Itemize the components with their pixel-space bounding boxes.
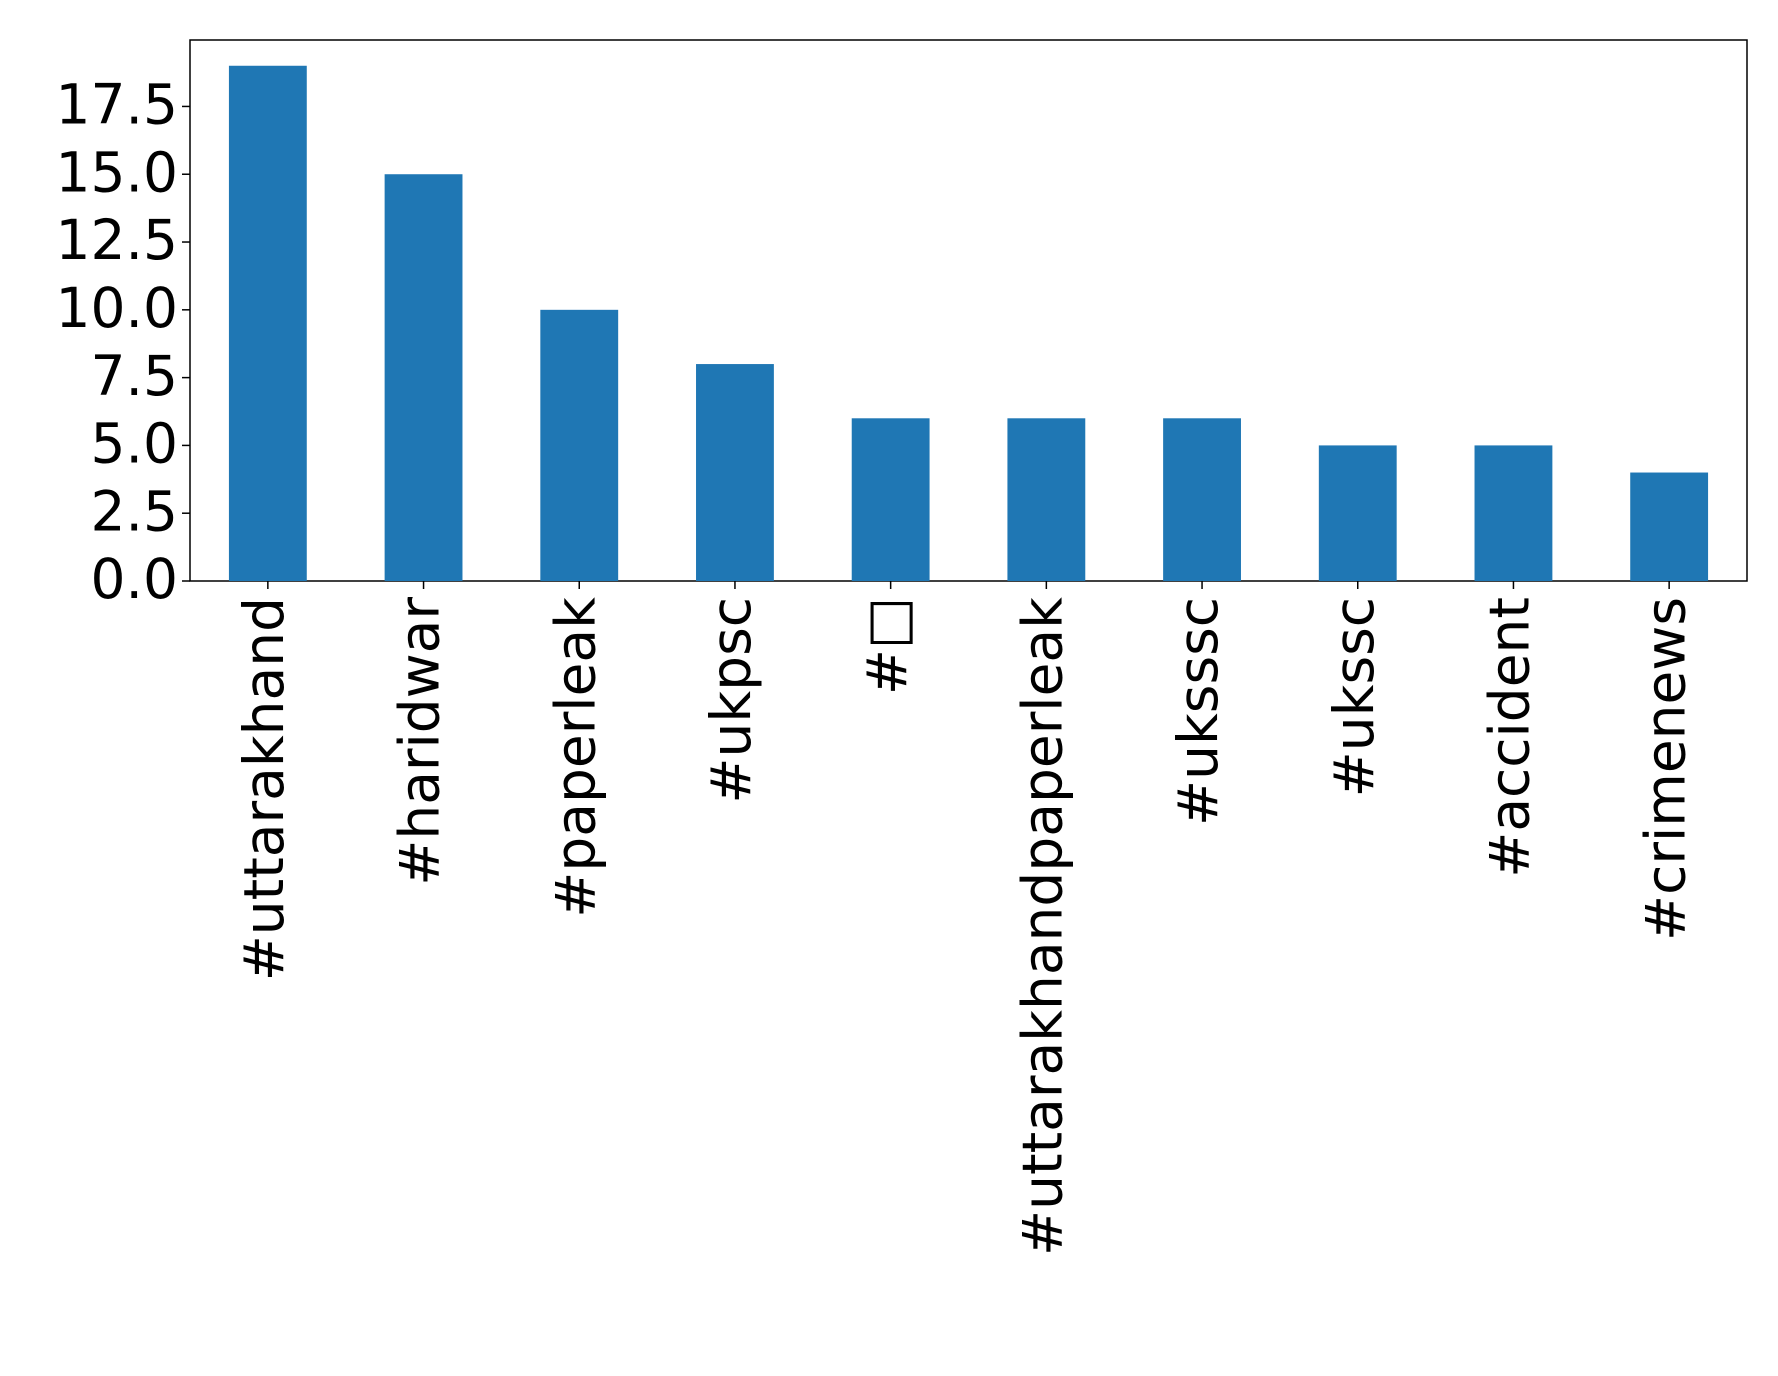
bar bbox=[384, 174, 463, 581]
bar bbox=[1474, 445, 1553, 581]
y-tick-label: 15.0 bbox=[56, 140, 178, 204]
y-tick-label: 12.5 bbox=[56, 208, 178, 272]
x-tick-label: #uttarakhandpaperleak bbox=[1010, 597, 1074, 1256]
x-tick-label: #crimenews bbox=[1633, 597, 1697, 941]
x-tick-label: #uttarakhand bbox=[232, 597, 296, 981]
x-tick-label: #ukpsc bbox=[699, 597, 763, 804]
y-tick-label: 2.5 bbox=[91, 479, 178, 543]
bar bbox=[696, 364, 774, 581]
y-tick-label: 10.0 bbox=[56, 276, 178, 340]
bar bbox=[1318, 445, 1397, 581]
x-tick-label: #uksssc bbox=[1166, 597, 1230, 826]
x-tick-label: #□ bbox=[855, 597, 919, 695]
y-tick-label: 7.5 bbox=[91, 344, 178, 408]
bar bbox=[851, 418, 930, 581]
x-tick-label: #ukssc bbox=[1322, 597, 1386, 797]
y-tick-label: 17.5 bbox=[56, 73, 178, 137]
bar bbox=[1630, 472, 1709, 581]
bar bbox=[228, 65, 307, 581]
x-tick-label: #paperleak bbox=[543, 597, 607, 918]
x-tick-label: #haridwar bbox=[388, 597, 452, 886]
bar bbox=[1007, 418, 1086, 581]
y-tick-label: 5.0 bbox=[91, 412, 178, 476]
x-tick-label: #accident bbox=[1478, 597, 1542, 878]
bar bbox=[1163, 418, 1241, 581]
y-tick-label: 0.0 bbox=[91, 547, 178, 611]
bar bbox=[540, 309, 619, 581]
